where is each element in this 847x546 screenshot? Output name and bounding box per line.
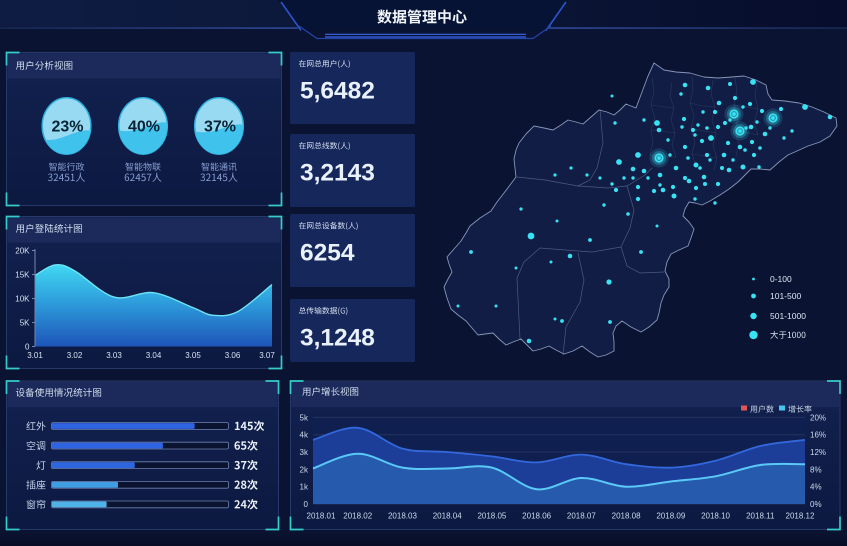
svg-text:5,6482: 5,6482 [300, 78, 375, 105]
svg-text:20%: 20% [810, 413, 826, 422]
svg-text:0: 0 [304, 500, 309, 509]
svg-text:3.06: 3.06 [225, 351, 241, 360]
svg-text:3.04: 3.04 [146, 351, 162, 360]
svg-text:101-500: 101-500 [770, 291, 801, 301]
svg-text:2018.11: 2018.11 [746, 512, 775, 521]
svg-text:2018.08: 2018.08 [612, 512, 641, 521]
svg-text:2018.01: 2018.01 [307, 512, 336, 521]
svg-text:2018.02: 2018.02 [343, 512, 372, 521]
svg-text:15K: 15K [15, 271, 30, 280]
svg-text:2018.03: 2018.03 [388, 512, 417, 521]
svg-text:0: 0 [25, 343, 30, 352]
svg-text:4%: 4% [810, 483, 822, 492]
svg-text:3,2143: 3,2143 [300, 160, 375, 187]
svg-text:2018.09: 2018.09 [656, 512, 685, 521]
svg-text:2018.06: 2018.06 [522, 512, 551, 521]
svg-text:16%: 16% [810, 431, 826, 440]
svg-text:3.07: 3.07 [259, 351, 275, 360]
svg-text:10K: 10K [15, 295, 30, 304]
svg-text:2018.05: 2018.05 [477, 512, 506, 521]
svg-text:37%: 37% [204, 118, 236, 135]
svg-text:5K: 5K [20, 319, 30, 328]
svg-text:5k: 5k [300, 413, 309, 422]
svg-text:501-1000: 501-1000 [770, 311, 806, 321]
svg-text:3.05: 3.05 [185, 351, 201, 360]
svg-text:3.03: 3.03 [106, 351, 122, 360]
svg-text:3k: 3k [300, 448, 309, 457]
svg-text:3.01: 3.01 [27, 351, 43, 360]
svg-text:1k: 1k [300, 483, 309, 492]
svg-text:0-100: 0-100 [770, 274, 792, 284]
svg-text:2k: 2k [300, 465, 309, 474]
svg-text:2018.12: 2018.12 [786, 512, 815, 521]
svg-text:3.02: 3.02 [67, 351, 83, 360]
svg-text:6254: 6254 [300, 240, 355, 267]
svg-text:8%: 8% [810, 465, 822, 474]
svg-text:12%: 12% [810, 448, 826, 457]
svg-text:2018.10: 2018.10 [701, 512, 730, 521]
svg-text:40%: 40% [128, 118, 160, 135]
svg-text:23%: 23% [51, 118, 83, 135]
svg-text:2018.04: 2018.04 [433, 512, 462, 521]
svg-text:20K: 20K [15, 247, 30, 256]
svg-text:3,1248: 3,1248 [300, 325, 375, 352]
svg-text:4k: 4k [300, 431, 309, 440]
svg-text:2018.07: 2018.07 [567, 512, 596, 521]
svg-text:0%: 0% [810, 500, 822, 509]
